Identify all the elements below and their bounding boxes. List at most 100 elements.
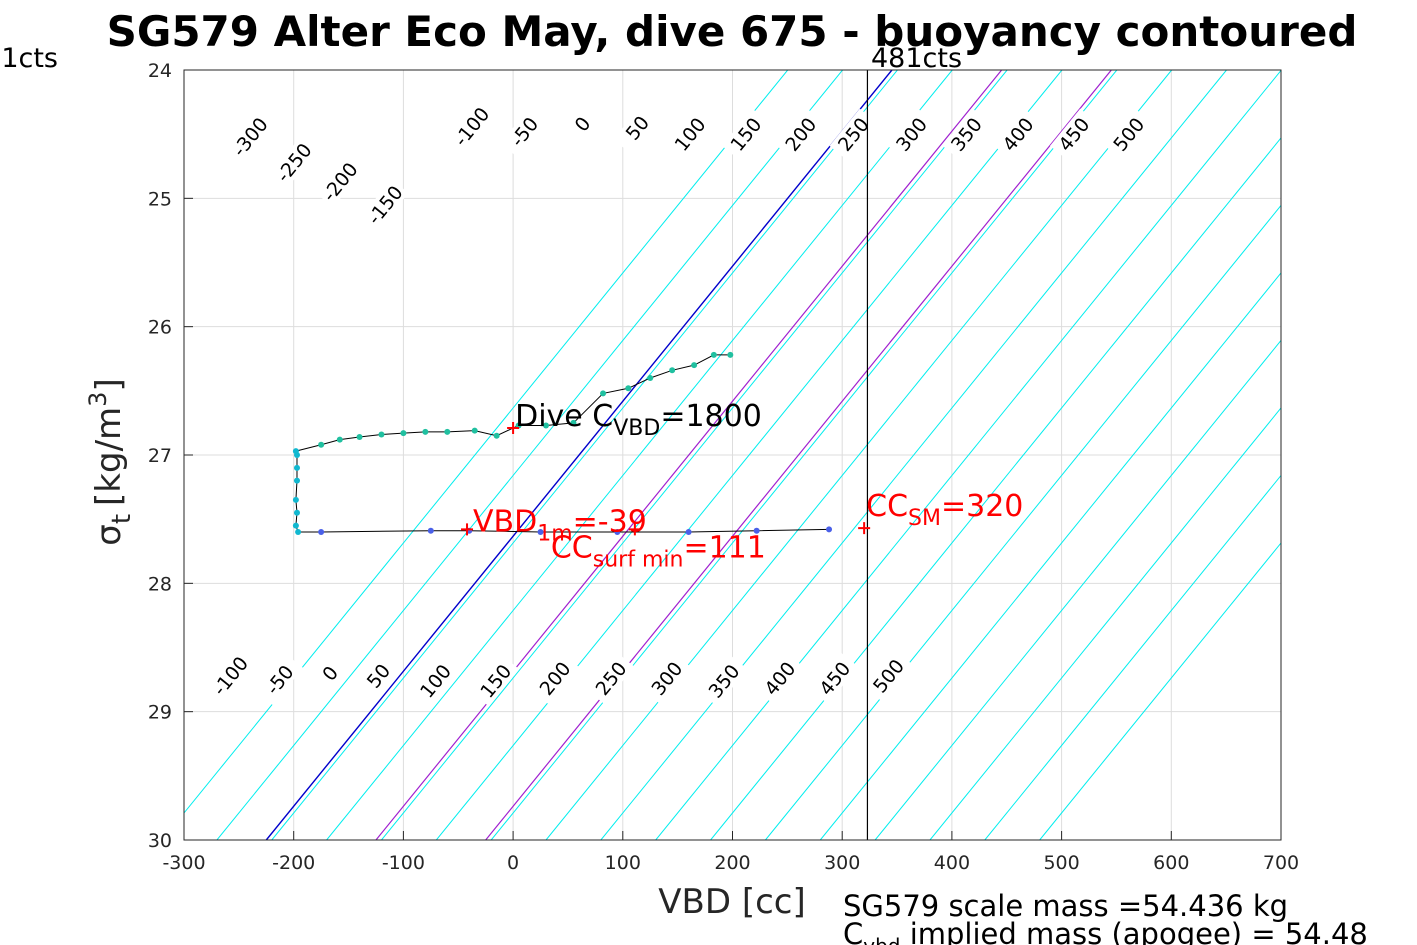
marker-label-subscript: VBD (613, 416, 660, 441)
contour-line (271, 70, 898, 840)
contour-label-backing (666, 108, 714, 160)
y-tick-label: 27 (148, 445, 172, 467)
dive-track-point (293, 509, 300, 516)
dive-track-point (444, 428, 451, 435)
contour-label-backing (411, 655, 459, 707)
contour-line (1039, 542, 1281, 840)
x-tick-label: 200 (714, 852, 750, 874)
dive-track-point (647, 375, 654, 381)
dive-track-point (515, 422, 522, 429)
contour-line (184, 70, 789, 814)
contour-label-backing (471, 655, 520, 707)
contour-label-backing (864, 650, 912, 702)
contour-line (545, 70, 1173, 840)
x-tick-label: 0 (507, 852, 519, 874)
x-tick-label: -300 (162, 852, 205, 874)
buoyancy-contours (184, 70, 1281, 840)
contour-line (655, 70, 1281, 840)
contour-label-backing (1104, 108, 1153, 160)
dive-track-point (600, 390, 607, 397)
footer-implied-mass: Cvbd implied mass (apogee) = 54.48 (843, 917, 1368, 945)
y-tick-label: 24 (148, 60, 172, 82)
contour-label-backing (755, 652, 804, 704)
contour-line (216, 70, 843, 840)
dive-track-point (625, 385, 632, 392)
contour-label-backing (994, 108, 1042, 160)
contour-label-backing (558, 98, 606, 150)
x-tick-label: -100 (382, 852, 425, 874)
dive-track-point (471, 427, 478, 434)
marker-label: CCSM=320 (866, 489, 1023, 531)
footer-implied-mass-text: implied mass (apogee) = 54.48 (900, 917, 1367, 945)
dive-track-point (292, 522, 299, 529)
footer-scale-mass: SG579 scale mass =54.436 kg (843, 889, 1288, 923)
dive-track-point (336, 436, 343, 443)
contour-label-backing (829, 108, 877, 160)
contour-label-backing (500, 106, 548, 158)
y-axis-label-superscript: 3 (84, 392, 112, 407)
marker-label-subscript: SM (908, 506, 941, 531)
dive-track-point (292, 496, 299, 503)
contour-label-backing (255, 654, 304, 706)
axis-ticks: -300 -200 -100 0 100 200 300 400 500 600 700 24 25 26… (148, 60, 1299, 874)
x-tick-label: 400 (934, 852, 970, 874)
marker-plus (507, 422, 520, 435)
contour-line (435, 70, 1063, 840)
contour-line (984, 474, 1281, 840)
purple-contour-line (375, 70, 1003, 840)
dive-track-point (293, 464, 300, 471)
contour-label-backing (1049, 108, 1098, 160)
contour-label-backing (531, 652, 579, 704)
x-tick-label: -200 (272, 852, 315, 874)
contour-line (600, 70, 1227, 840)
dive-track-point (537, 529, 544, 535)
y-axis-label-symbol: σ (89, 524, 129, 546)
dive-track-point (543, 422, 550, 429)
y-axis-label: σt [kg/m3] (84, 378, 137, 545)
dive-track-point (614, 529, 621, 535)
contour-label-backing (447, 100, 496, 153)
dive-track-point (318, 441, 325, 448)
marker-plus (461, 523, 474, 536)
zero-buoyancy-line (265, 70, 893, 840)
dive-track-point (422, 428, 429, 435)
dive-track-point (570, 419, 577, 426)
top-right-label: 481cts (871, 43, 962, 74)
dive-track-point (669, 367, 676, 374)
contour-label-backing (700, 655, 748, 707)
contour-label-backing (270, 136, 318, 188)
contour-line (490, 70, 1118, 840)
contour-label-backing (587, 652, 635, 704)
y-tick-label: 29 (148, 702, 172, 724)
dive-track-point (293, 477, 300, 484)
purple-contour-line (485, 70, 1112, 840)
contour-line (929, 407, 1281, 840)
dive-track-point (356, 434, 363, 441)
marker-plus (628, 523, 641, 536)
contour-label-backing (354, 650, 402, 702)
y-tick-label: 25 (148, 188, 172, 210)
marker-label-value: =1800 (660, 399, 761, 434)
contour-line (326, 70, 953, 840)
dive-track-point (378, 431, 385, 438)
dive-track-point (826, 526, 833, 533)
dive-track (292, 70, 869, 840)
dive-track-point (318, 529, 325, 535)
dive-track-point (691, 362, 698, 369)
contour-label-backing (306, 647, 354, 699)
contour-line (381, 70, 1008, 840)
y-tick-label: 26 (148, 317, 172, 339)
contour-label-backing (613, 102, 661, 154)
dive-track-point (710, 351, 717, 358)
marker-label-main: VBD (473, 504, 537, 539)
dive-track-point (427, 527, 434, 534)
contour-label-backing (316, 156, 364, 208)
marker-plus (858, 522, 871, 535)
y-tick-label: 28 (148, 573, 172, 595)
y-tick-label: 30 (148, 830, 172, 852)
contour-line (765, 204, 1281, 840)
footer-implied-mass-c: C (843, 917, 863, 945)
